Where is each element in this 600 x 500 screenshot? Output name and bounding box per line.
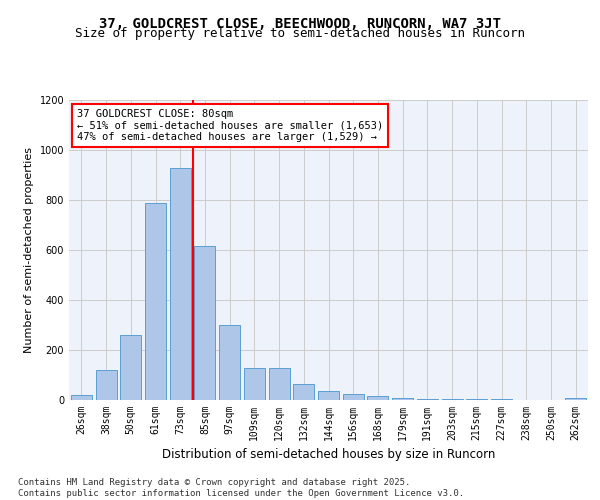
- Bar: [244, 368, 265, 400]
- Bar: [318, 391, 339, 400]
- Bar: [565, 398, 586, 400]
- Bar: [392, 398, 413, 400]
- Bar: [293, 384, 314, 400]
- Bar: [120, 335, 141, 400]
- Bar: [269, 368, 290, 400]
- Bar: [145, 202, 166, 400]
- Bar: [343, 394, 364, 400]
- Bar: [95, 370, 116, 400]
- Bar: [491, 399, 512, 400]
- Text: 37 GOLDCREST CLOSE: 80sqm
← 51% of semi-detached houses are smaller (1,653)
47% : 37 GOLDCREST CLOSE: 80sqm ← 51% of semi-…: [77, 109, 383, 142]
- Bar: [194, 246, 215, 400]
- Bar: [71, 395, 92, 400]
- Bar: [367, 396, 388, 400]
- Text: 37, GOLDCREST CLOSE, BEECHWOOD, RUNCORN, WA7 3JT: 37, GOLDCREST CLOSE, BEECHWOOD, RUNCORN,…: [99, 18, 501, 32]
- Text: Contains HM Land Registry data © Crown copyright and database right 2025.
Contai: Contains HM Land Registry data © Crown c…: [18, 478, 464, 498]
- Bar: [417, 399, 438, 400]
- Bar: [466, 399, 487, 400]
- Bar: [219, 325, 240, 400]
- Y-axis label: Number of semi-detached properties: Number of semi-detached properties: [24, 147, 34, 353]
- Text: Size of property relative to semi-detached houses in Runcorn: Size of property relative to semi-detach…: [75, 28, 525, 40]
- Bar: [170, 168, 191, 400]
- Bar: [442, 399, 463, 400]
- X-axis label: Distribution of semi-detached houses by size in Runcorn: Distribution of semi-detached houses by …: [162, 448, 495, 462]
